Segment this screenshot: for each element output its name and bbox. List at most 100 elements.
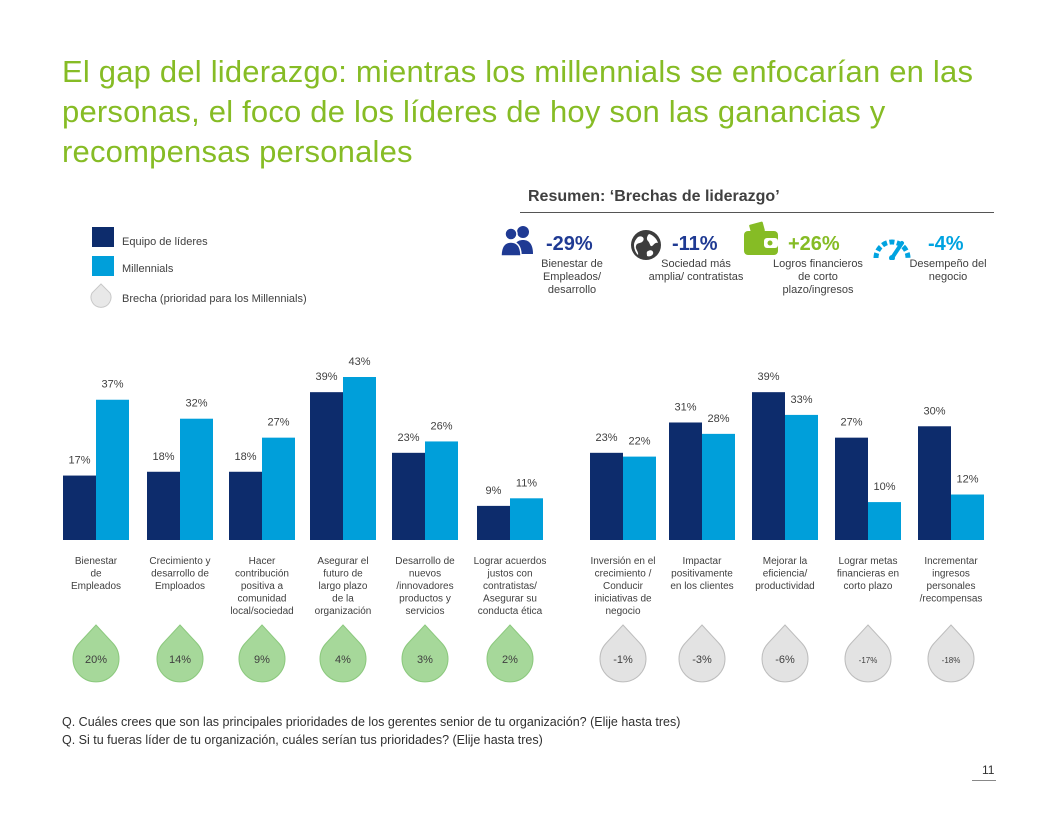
kpi-label-society: Sociedad más amplia/ contratistas bbox=[648, 258, 744, 283]
kpi-value-financial: +26% bbox=[788, 233, 840, 255]
bar-leaders-4 bbox=[392, 452, 425, 540]
wallet-icon bbox=[744, 221, 778, 255]
data-label-millennials-0: 37% bbox=[101, 379, 123, 391]
summary-title: Resumen: ‘Brechas de liderazgo’ bbox=[528, 188, 780, 205]
category-label-9: Lograr metas financieras en corto plazo bbox=[837, 556, 899, 592]
gap-drop-8 bbox=[761, 624, 809, 683]
gap-label-7: -3% bbox=[692, 654, 712, 666]
bar-leaders-9 bbox=[835, 437, 868, 540]
gap-label-2: 9% bbox=[254, 654, 270, 666]
bar-leaders-10 bbox=[918, 426, 951, 540]
gap-label-10: -18% bbox=[942, 656, 961, 665]
data-label-millennials-3: 43% bbox=[348, 356, 370, 368]
data-label-leaders-7: 31% bbox=[674, 401, 696, 413]
bar-leaders-7 bbox=[669, 422, 702, 540]
data-label-millennials-5: 11% bbox=[516, 477, 537, 489]
gauge-icon bbox=[873, 239, 911, 260]
legend-gap-drop-icon bbox=[90, 283, 112, 308]
gap-drop-9 bbox=[844, 624, 892, 683]
bar-millennials-10 bbox=[951, 494, 984, 540]
legend-label-leaders: Equipo de líderes bbox=[122, 236, 208, 248]
bar-leaders-5 bbox=[477, 505, 510, 540]
bar-millennials-2 bbox=[262, 437, 295, 540]
globe-icon bbox=[631, 230, 661, 260]
bar-millennials-7 bbox=[702, 433, 735, 540]
page-number: 11 bbox=[982, 763, 995, 777]
kpi-label-financial: Logros financieros de corto plazo/ingres… bbox=[773, 258, 863, 296]
data-label-millennials-10: 12% bbox=[956, 474, 978, 486]
data-label-leaders-9: 27% bbox=[840, 417, 862, 429]
data-label-millennials-6: 22% bbox=[628, 436, 650, 448]
bar-millennials-6 bbox=[623, 456, 656, 540]
bar-millennials-9 bbox=[868, 502, 901, 540]
page-title: El gap del liderazgo: mientras los mille… bbox=[62, 54, 974, 169]
data-label-leaders-6: 23% bbox=[595, 432, 617, 444]
gap-drop-5 bbox=[486, 624, 534, 683]
bar-millennials-1 bbox=[180, 418, 213, 540]
question-1: Q. Cuáles crees que son las principales … bbox=[62, 715, 681, 729]
kpi-value-wellbeing: -29% bbox=[546, 233, 593, 255]
category-label-5: Lograr acuerdos justos con contratistas/As… bbox=[474, 556, 547, 617]
data-label-leaders-10: 30% bbox=[923, 405, 945, 417]
data-label-millennials-2: 27% bbox=[267, 417, 289, 429]
bar-leaders-0 bbox=[63, 475, 96, 540]
category-label-10: Incrementar ingresos personales/recompensa… bbox=[920, 556, 983, 605]
kpi-label-business: Desempeño del negocio bbox=[909, 258, 987, 283]
category-label-4: Desarrollo de nuevos/innovadores productos… bbox=[395, 556, 455, 617]
bar-millennials-0 bbox=[96, 399, 129, 540]
kpi-label-wellbeing: Bienestar de Empleados/ desarrollo bbox=[541, 258, 603, 296]
people-icon bbox=[500, 226, 533, 257]
bar-millennials-5 bbox=[510, 498, 543, 540]
page-number-rule bbox=[972, 780, 996, 781]
kpi-value-society: -11% bbox=[672, 233, 718, 255]
data-label-leaders-5: 9% bbox=[486, 485, 502, 497]
gap-label-1: 14% bbox=[169, 654, 191, 666]
data-label-millennials-8: 33% bbox=[790, 394, 812, 406]
category-label-1: Crecimiento y desarrollo de Emploados bbox=[149, 556, 210, 592]
data-label-millennials-7: 28% bbox=[707, 413, 729, 425]
legend-label-gap: Brecha (prioridad para los Millennials) bbox=[122, 293, 307, 305]
gap-drop-2 bbox=[238, 624, 286, 683]
category-label-6: Inversión en el crecimiento / Conducir inic… bbox=[590, 556, 655, 617]
bar-millennials-4 bbox=[425, 441, 458, 540]
category-label-8: Mejorar la eficiencia/productividad bbox=[755, 556, 814, 592]
bar-leaders-3 bbox=[310, 392, 343, 540]
bar-leaders-2 bbox=[229, 471, 262, 540]
bar-leaders-1 bbox=[147, 471, 180, 540]
gap-label-8: -6% bbox=[775, 654, 795, 666]
category-label-0: Bienestar de Empleados bbox=[71, 556, 121, 592]
gap-label-6: -1% bbox=[613, 654, 633, 666]
gap-drop-3 bbox=[319, 624, 367, 683]
gap-label-0: 20% bbox=[85, 654, 107, 666]
kpi-value-business: -4% bbox=[928, 233, 964, 255]
question-2: Q. Si tu fueras líder de tu organización… bbox=[62, 733, 543, 747]
legend-swatch-millennials bbox=[92, 256, 114, 276]
gap-drop-4 bbox=[401, 624, 449, 683]
gap-drop-7 bbox=[678, 624, 726, 683]
legend-swatch-leaders bbox=[92, 227, 114, 247]
data-label-leaders-3: 39% bbox=[315, 371, 337, 383]
bar-millennials-3 bbox=[343, 377, 376, 540]
gap-drop-10 bbox=[927, 624, 975, 683]
gap-label-5: 2% bbox=[502, 654, 518, 666]
gap-label-9: -17% bbox=[859, 656, 878, 665]
data-label-leaders-2: 18% bbox=[234, 451, 256, 463]
category-label-7: Impactar positivamente en los clientes bbox=[670, 556, 733, 592]
gap-drop-6 bbox=[599, 624, 647, 683]
gap-label-4: 3% bbox=[417, 654, 433, 666]
data-label-leaders-1: 18% bbox=[152, 451, 174, 463]
legend-label-millennials: Millennials bbox=[122, 263, 174, 275]
data-label-millennials-1: 32% bbox=[185, 398, 207, 410]
bar-leaders-8 bbox=[752, 392, 785, 540]
data-label-leaders-0: 17% bbox=[68, 455, 90, 467]
bar-leaders-6 bbox=[590, 452, 623, 540]
data-label-leaders-8: 39% bbox=[757, 371, 779, 383]
gap-label-3: 4% bbox=[335, 654, 351, 666]
gap-drop-1 bbox=[156, 624, 204, 683]
gap-drop-0 bbox=[72, 624, 120, 683]
data-label-millennials-4: 26% bbox=[430, 420, 452, 432]
summary-divider bbox=[520, 212, 994, 213]
category-label-3: Asegurar el futuro de largo plazo de la orga… bbox=[315, 556, 372, 617]
bar-chart: 17% 37% Bienestar de Empleados 20% 18% 32% Creci… bbox=[63, 356, 984, 683]
data-label-millennials-9: 10% bbox=[873, 481, 895, 493]
